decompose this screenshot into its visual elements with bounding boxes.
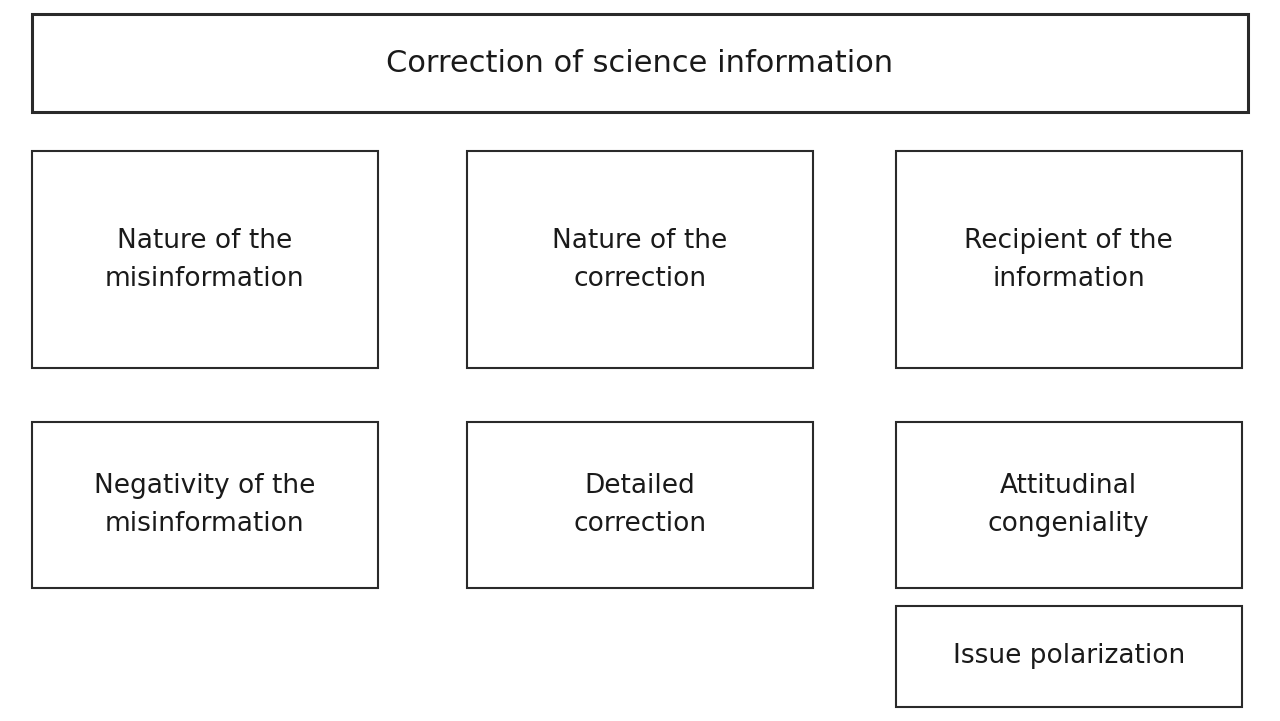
- Bar: [32, 422, 378, 588]
- Text: Nature of the
correction: Nature of the correction: [553, 228, 727, 291]
- Bar: [32, 14, 1248, 112]
- Text: Correction of science information: Correction of science information: [387, 48, 893, 78]
- Text: Nature of the
misinformation: Nature of the misinformation: [105, 228, 305, 291]
- Text: Issue polarization: Issue polarization: [952, 643, 1185, 669]
- Text: Recipient of the
information: Recipient of the information: [964, 228, 1174, 291]
- Bar: [896, 422, 1242, 588]
- Text: Negativity of the
misinformation: Negativity of the misinformation: [95, 473, 315, 536]
- Text: Attitudinal
congeniality: Attitudinal congeniality: [988, 473, 1149, 536]
- Bar: [467, 151, 813, 368]
- Bar: [896, 151, 1242, 368]
- Bar: [467, 422, 813, 588]
- Bar: [896, 606, 1242, 707]
- Bar: [32, 151, 378, 368]
- Text: Detailed
correction: Detailed correction: [573, 473, 707, 536]
